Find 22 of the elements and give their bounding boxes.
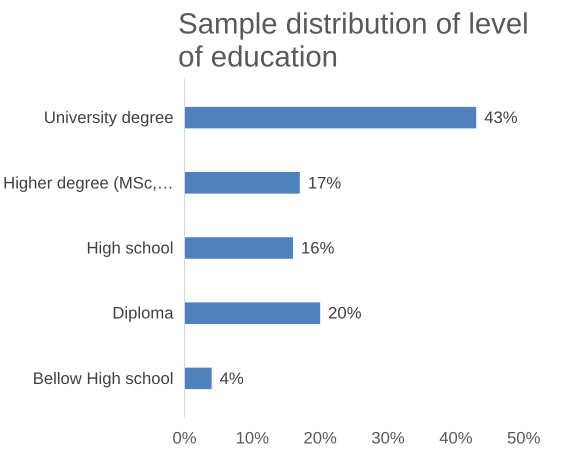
y-tick-label: High school xyxy=(86,238,174,258)
bar xyxy=(184,106,476,128)
x-tick-label: 30% xyxy=(371,428,405,448)
y-tick-label: Diploma xyxy=(112,304,174,323)
data-label: 16% xyxy=(301,238,335,258)
bar xyxy=(184,172,300,194)
chart-title: Sample distribution of level of education xyxy=(178,8,529,74)
bar xyxy=(184,237,294,259)
y-tick-label: Bellow High school xyxy=(32,368,174,388)
y-tick-label: Higher degree (MSc,… xyxy=(3,173,174,192)
y-tick-label: University degree xyxy=(44,108,174,128)
data-label: 17% xyxy=(308,173,342,192)
x-tick-label: 10% xyxy=(236,428,270,448)
data-label: 20% xyxy=(328,304,362,323)
x-tick-label: 50% xyxy=(507,428,541,448)
data-label: 4% xyxy=(220,368,244,388)
x-tick-label: 0% xyxy=(172,428,197,448)
bar xyxy=(184,368,212,390)
x-tick-label: 20% xyxy=(304,428,338,448)
x-tick-label: 40% xyxy=(439,428,473,448)
data-label: 43% xyxy=(484,108,518,128)
bar xyxy=(184,302,320,324)
